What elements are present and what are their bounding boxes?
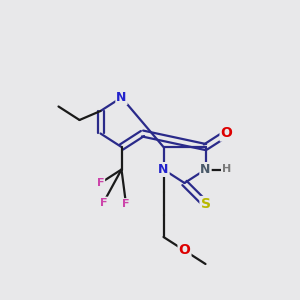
Text: F: F — [97, 178, 104, 188]
Text: N: N — [158, 163, 169, 176]
Text: H: H — [222, 164, 231, 175]
Text: O: O — [220, 127, 232, 140]
Text: S: S — [200, 197, 211, 211]
Text: N: N — [200, 163, 211, 176]
Text: F: F — [122, 199, 130, 209]
Text: F: F — [100, 197, 107, 208]
Text: O: O — [178, 244, 190, 257]
Text: N: N — [116, 91, 127, 104]
